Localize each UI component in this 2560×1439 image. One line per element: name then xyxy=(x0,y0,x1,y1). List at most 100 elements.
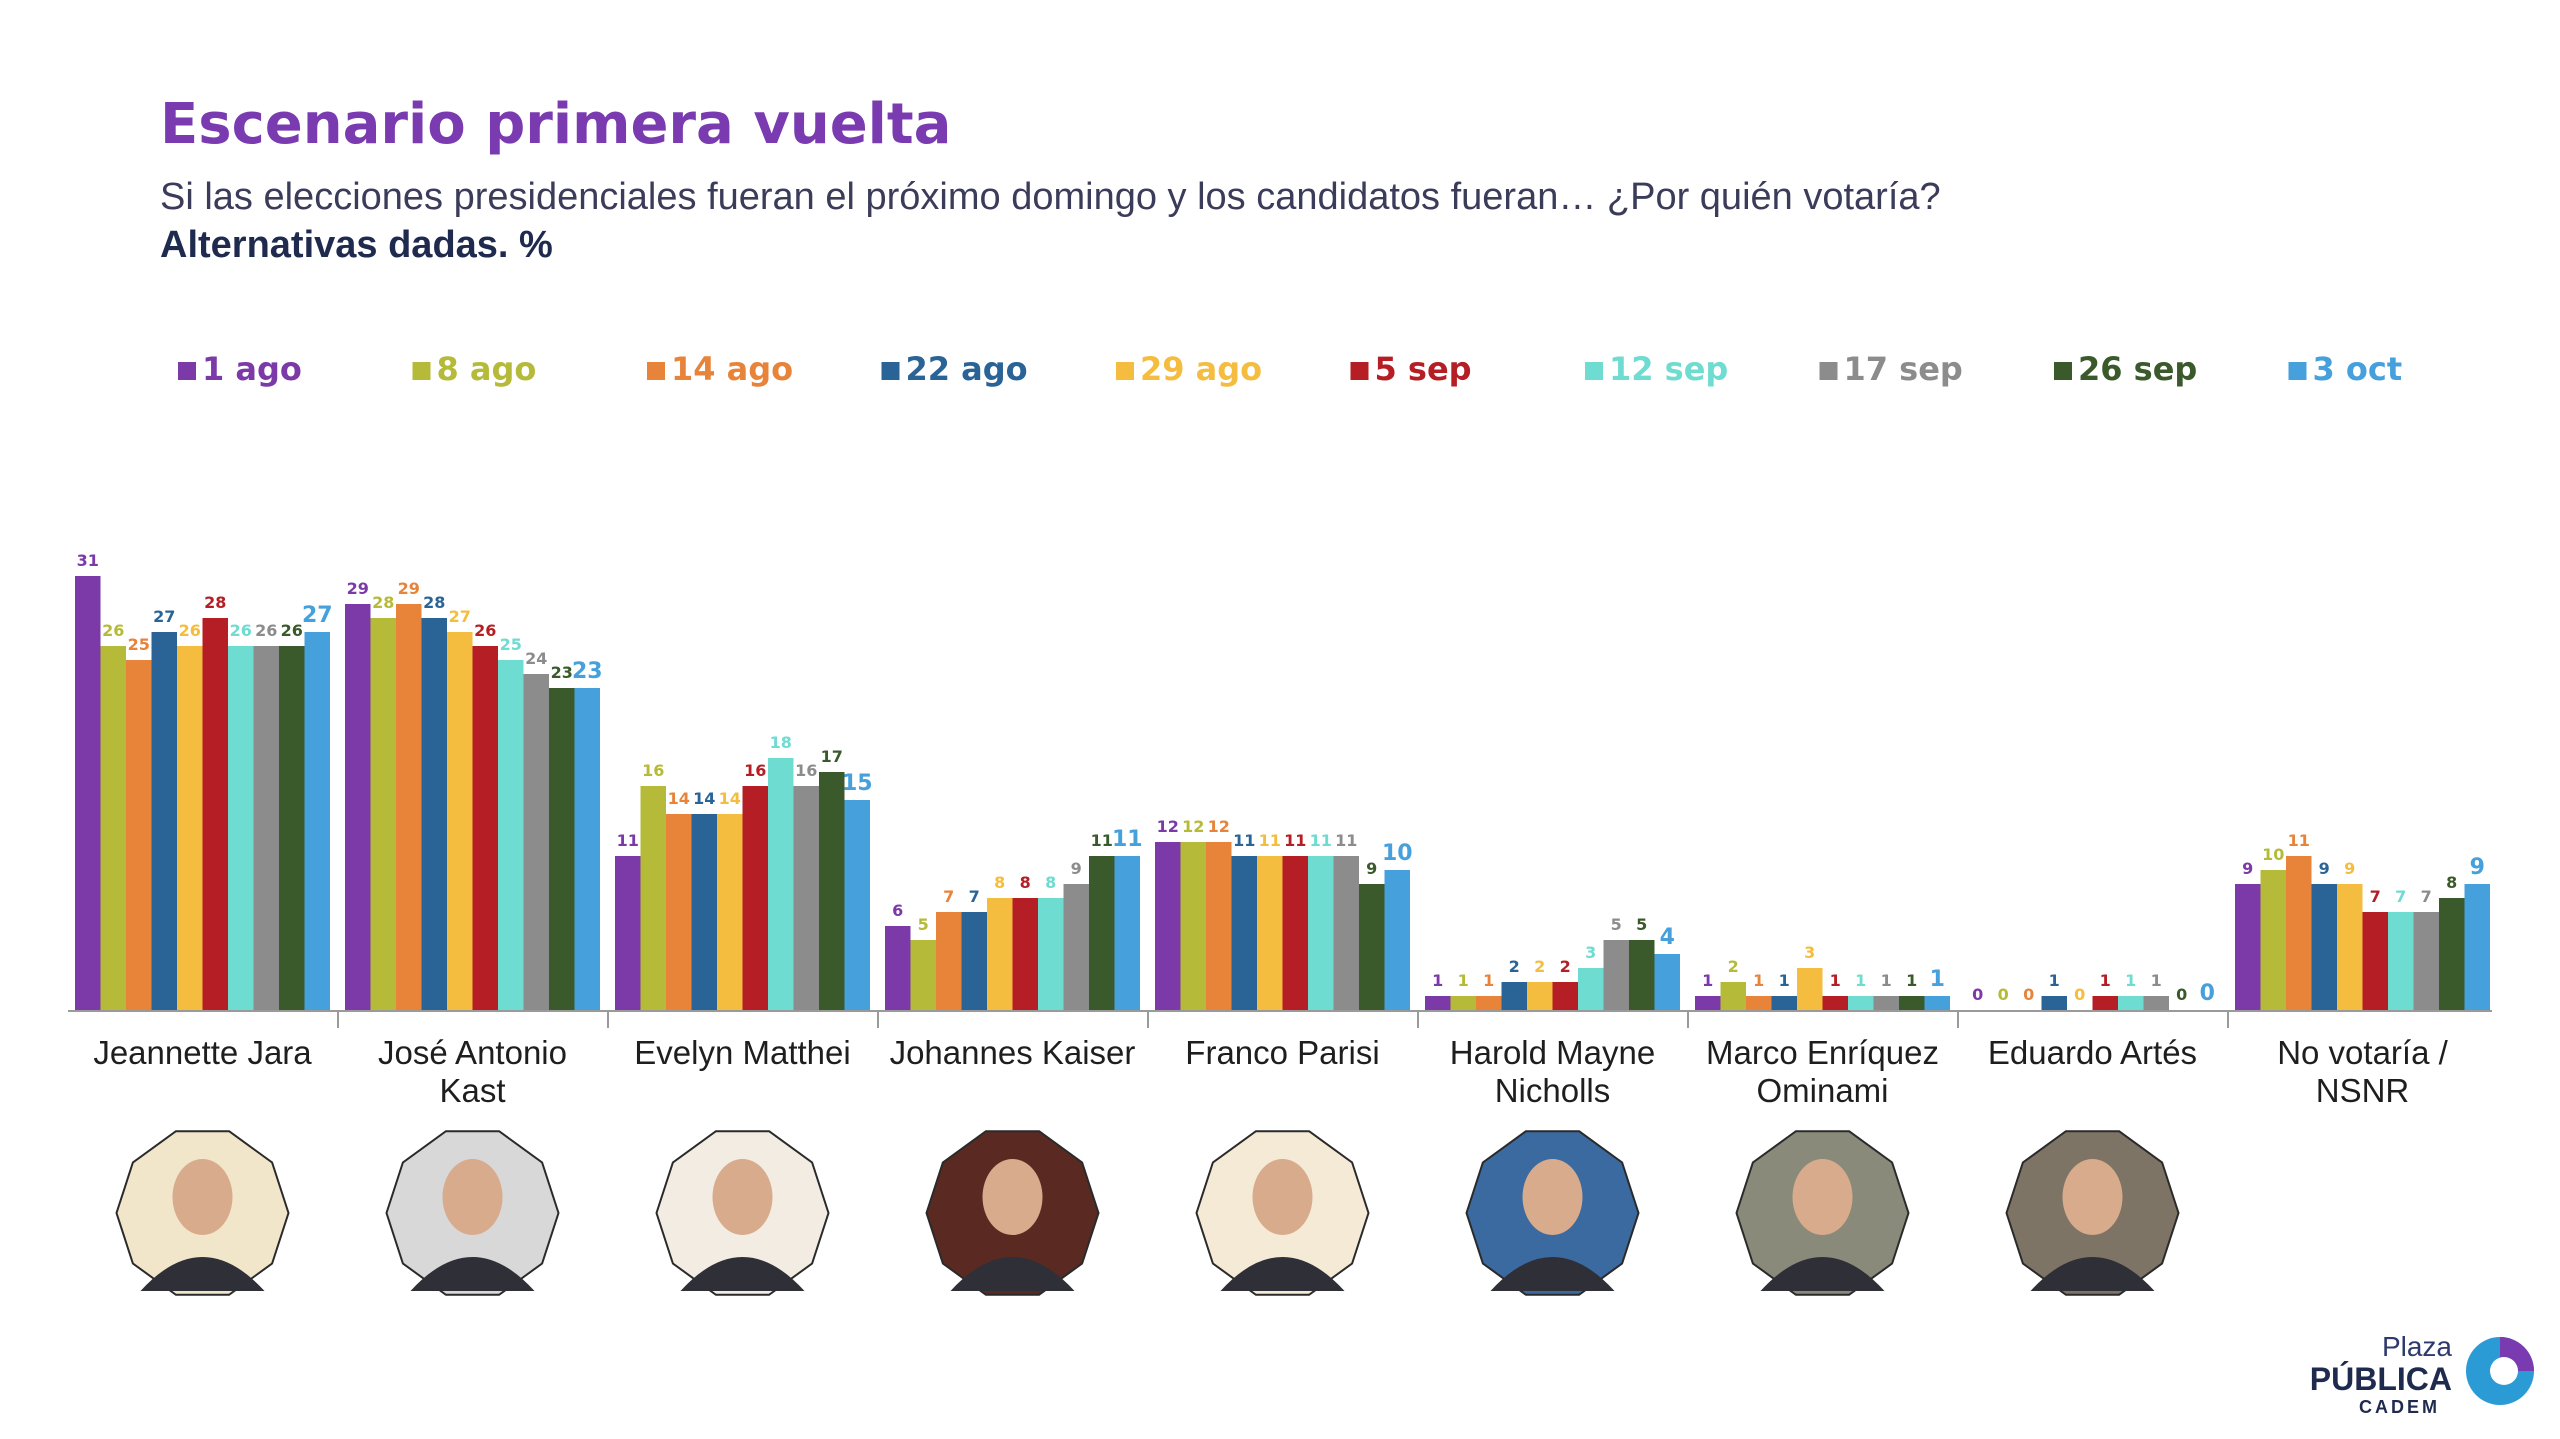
bar-value-label: 14 xyxy=(668,789,690,808)
category-label: Johannes Kaiser xyxy=(890,1034,1136,1071)
bar-value-label: 1 xyxy=(2151,971,2162,990)
bar xyxy=(1206,842,1232,1010)
bar-value-label: 0 xyxy=(2023,985,2034,1004)
bar xyxy=(1746,996,1772,1010)
bar xyxy=(961,912,987,1010)
portrait-shoulders xyxy=(680,1257,805,1291)
bar-value-label: 6 xyxy=(892,901,903,920)
legend-label: 12 sep xyxy=(1609,350,1728,388)
bar xyxy=(768,758,794,1010)
bar-value-label: 10 xyxy=(1382,841,1413,866)
candidate-photos xyxy=(115,1130,2180,1296)
bar-value-label: 0 xyxy=(1998,985,2009,1004)
bar-value-label: 16 xyxy=(642,761,664,780)
bar-value-label: 28 xyxy=(204,593,226,612)
bar-value-label: 11 xyxy=(1335,831,1357,850)
bar xyxy=(1257,856,1283,1010)
category-label: Jeannette Jara xyxy=(93,1034,312,1071)
bar-value-label: 16 xyxy=(795,761,817,780)
bar xyxy=(1578,968,1604,1010)
bar xyxy=(1180,842,1206,1010)
bar-value-label: 1 xyxy=(1930,967,1945,992)
legend-swatch xyxy=(178,362,196,380)
bar xyxy=(1771,996,1797,1010)
bar-value-label: 2 xyxy=(1728,957,1739,976)
bar-value-label: 11 xyxy=(1091,831,1113,850)
bar-value-label: 25 xyxy=(500,635,522,654)
legend-swatch xyxy=(1350,362,1369,380)
category-label: Marco Enríquez xyxy=(1706,1034,1939,1071)
bar-value-label: 7 xyxy=(943,887,954,906)
bar xyxy=(2388,912,2414,1010)
bar-value-label: 26 xyxy=(281,621,303,640)
bar xyxy=(2143,996,2169,1010)
bar xyxy=(987,898,1013,1010)
bar-value-label: 2 xyxy=(1509,957,1520,976)
bar-value-label: 26 xyxy=(255,621,277,640)
bar xyxy=(370,618,396,1010)
bar-value-label: 1 xyxy=(1432,971,1443,990)
portrait-shoulders xyxy=(1220,1257,1345,1291)
portrait-shoulders xyxy=(1760,1257,1885,1291)
bar-value-label: 25 xyxy=(128,635,150,654)
bar xyxy=(2311,884,2337,1010)
bar xyxy=(1476,996,1502,1010)
bar xyxy=(1384,870,1410,1010)
bar xyxy=(666,814,692,1010)
bar-value-label: 10 xyxy=(2262,845,2284,864)
bar-value-label: 1 xyxy=(1458,971,1469,990)
bar-value-label: 11 xyxy=(617,831,639,850)
bar-value-label: 5 xyxy=(918,915,929,934)
legend-swatch xyxy=(1116,362,1134,380)
bar xyxy=(202,618,228,1010)
bar xyxy=(640,786,666,1010)
bar-value-label: 0 xyxy=(2200,981,2215,1006)
legend-label: 1 ago xyxy=(202,350,302,388)
bar-value-label: 2 xyxy=(1560,957,1571,976)
legend-label: 14 ago xyxy=(671,350,793,388)
candidate-photo xyxy=(2005,1130,2180,1296)
bar-value-label: 1 xyxy=(2125,971,2136,990)
bar xyxy=(1552,982,1578,1010)
bar-value-label: 11 xyxy=(1310,831,1332,850)
legend-label: 17 sep xyxy=(1844,350,1963,388)
bar-value-label: 9 xyxy=(1071,859,1082,878)
portrait-face xyxy=(1522,1159,1583,1235)
bar-value-label: 7 xyxy=(2395,887,2406,906)
portrait-shoulders xyxy=(950,1257,1075,1291)
portrait-face xyxy=(172,1159,233,1235)
bar-value-label: 11 xyxy=(1259,831,1281,850)
legend-swatch xyxy=(2054,362,2072,380)
category-label: NSNR xyxy=(2316,1072,2410,1109)
bar xyxy=(2260,870,2286,1010)
bar xyxy=(1720,982,1746,1010)
bar-value-label: 11 xyxy=(1112,827,1143,852)
bar xyxy=(1822,996,1848,1010)
legend-swatch xyxy=(412,362,431,380)
chart-units-note: Alternativas dadas. % xyxy=(160,224,553,266)
bar xyxy=(523,674,549,1010)
bar-value-label: 29 xyxy=(398,579,420,598)
bar xyxy=(1654,954,1680,1010)
bar xyxy=(1231,856,1257,1010)
bar xyxy=(75,576,101,1010)
logo-text-plaza: Plaza xyxy=(2381,1331,2452,1362)
bar xyxy=(742,786,768,1010)
bar-value-label: 5 xyxy=(1636,915,1647,934)
bar-value-label: 18 xyxy=(770,733,792,752)
logo-text-publica: PÚBLICA xyxy=(2309,1361,2452,1397)
bar xyxy=(1695,996,1721,1010)
bar-value-label: 24 xyxy=(525,649,547,668)
bar xyxy=(1848,996,1874,1010)
bar xyxy=(793,786,819,1010)
bar-value-label: 27 xyxy=(153,607,175,626)
bar xyxy=(1425,996,1451,1010)
category-label: José Antonio xyxy=(378,1034,567,1071)
bar xyxy=(1924,996,1950,1010)
bar-value-label: 27 xyxy=(302,603,333,628)
portrait-face xyxy=(2062,1159,2123,1235)
bar-value-label: 28 xyxy=(423,593,445,612)
bar xyxy=(1527,982,1553,1010)
portrait-shoulders xyxy=(2030,1257,2155,1291)
